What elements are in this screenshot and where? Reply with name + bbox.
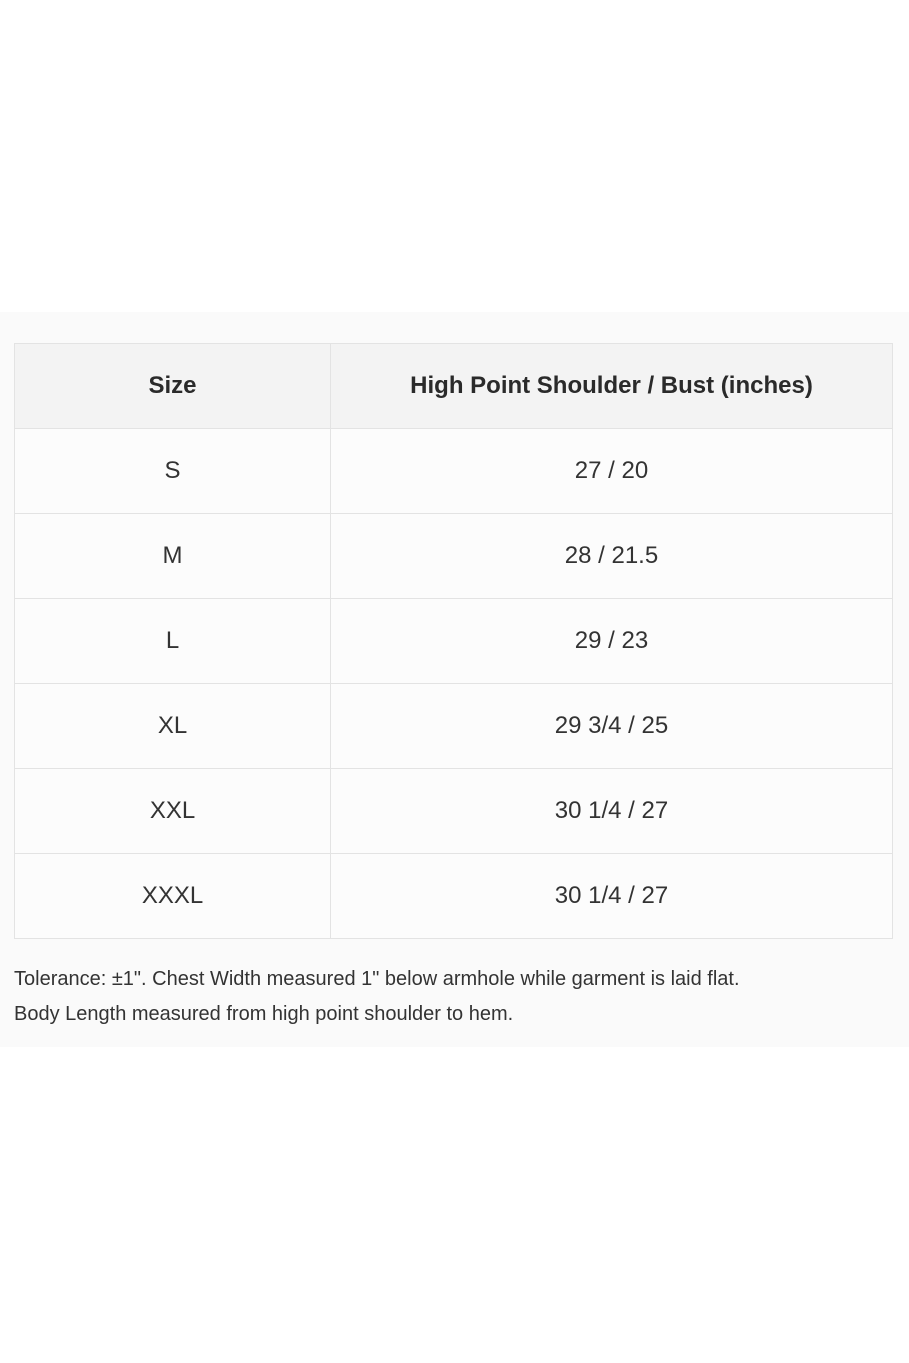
size-cell: XXXL	[14, 853, 331, 939]
header-measurement: High Point Shoulder / Bust (inches)	[330, 343, 893, 429]
size-cell: S	[14, 428, 331, 514]
table-header-row: Size High Point Shoulder / Bust (inches)	[14, 343, 893, 429]
measurement-cell: 29 / 23	[330, 598, 893, 684]
table-row: M 28 / 21.5	[14, 513, 893, 599]
measurement-cell: 30 1/4 / 27	[330, 768, 893, 854]
size-cell: L	[14, 598, 331, 684]
table-row: L 29 / 23	[14, 598, 893, 684]
footnote-line: Tolerance: ±1". Chest Width measured 1" …	[14, 968, 740, 990]
measurement-cell: 28 / 21.5	[330, 513, 893, 599]
header-size: Size	[14, 343, 331, 429]
size-cell: XXL	[14, 768, 331, 854]
size-chart-table: Size High Point Shoulder / Bust (inches)…	[14, 343, 893, 939]
size-cell: XL	[14, 683, 331, 769]
table-row: S 27 / 20	[14, 428, 893, 514]
table-row: XXXL 30 1/4 / 27	[14, 853, 893, 939]
footnote-line: Body Length measured from high point sho…	[14, 1003, 514, 1025]
measurement-cell: 29 3/4 / 25	[330, 683, 893, 769]
footnote: Tolerance: ±1". Chest Width measured 1" …	[14, 962, 740, 1032]
table-row: XL 29 3/4 / 25	[14, 683, 893, 769]
table-row: XXL 30 1/4 / 27	[14, 768, 893, 854]
size-cell: M	[14, 513, 331, 599]
measurement-cell: 30 1/4 / 27	[330, 853, 893, 939]
measurement-cell: 27 / 20	[330, 428, 893, 514]
